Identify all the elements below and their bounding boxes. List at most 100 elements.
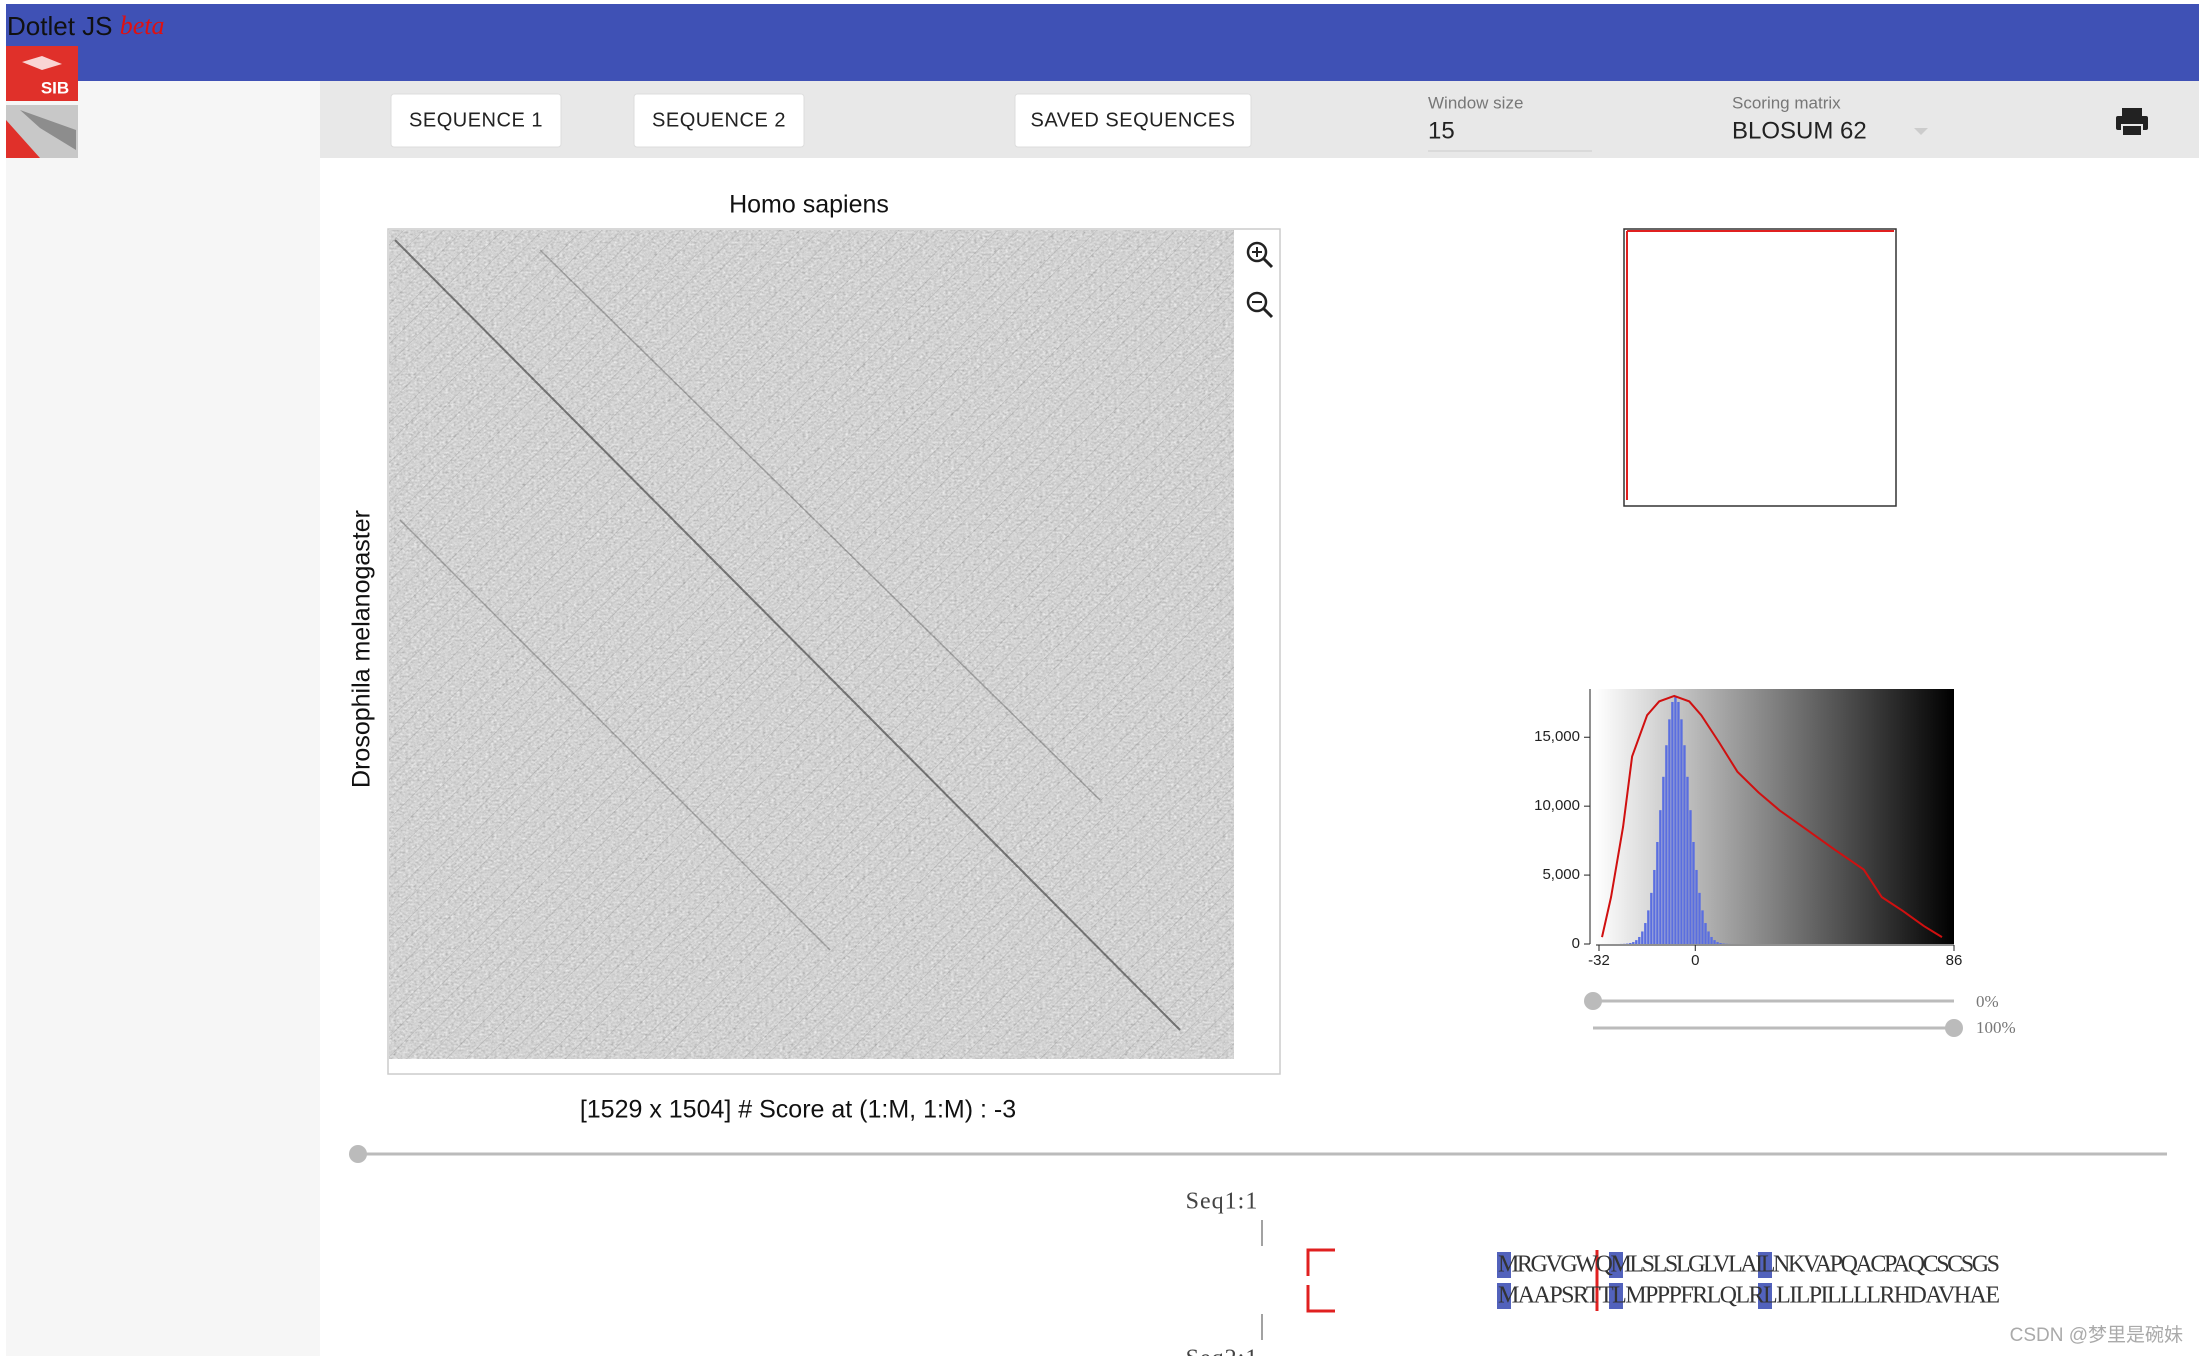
y-tick-label: 15,000 xyxy=(1534,728,1580,745)
low-slider[interactable] xyxy=(1584,992,1954,1010)
beta-badge: beta xyxy=(120,11,165,40)
histogram-bar xyxy=(1644,923,1647,944)
button-bg xyxy=(1014,93,1252,148)
seq1: MRGVGWQMLSLSLGLVLAILNKVAPQACPAQCSCSGS xyxy=(1498,1252,2000,1278)
watermark: CSDN @梦里是碗妹 xyxy=(2010,1324,2183,1346)
position-slider[interactable] xyxy=(349,1145,2167,1163)
overview[interactable] xyxy=(1623,228,1897,507)
app-title: Dotlet JS beta xyxy=(7,11,165,41)
histogram-bar xyxy=(1662,776,1665,944)
x-tick-label: 86 xyxy=(1946,952,1963,969)
histogram-bar xyxy=(1686,776,1689,944)
field-label: Scoring matrix xyxy=(1732,93,1841,112)
field-value: BLOSUM 62 xyxy=(1732,117,1867,144)
histogram-bar xyxy=(1710,936,1713,944)
match-highlight xyxy=(1758,1252,1772,1278)
toolbar xyxy=(320,81,2199,158)
histogram-bar xyxy=(1653,869,1656,944)
slider-label: 0% xyxy=(1976,992,1999,1011)
histogram-bar xyxy=(1704,923,1707,944)
logo-bg xyxy=(6,46,78,101)
histogram-bar xyxy=(1698,892,1701,944)
slider-knob xyxy=(349,1145,367,1163)
histogram-bar xyxy=(1671,701,1674,944)
button-bg xyxy=(633,93,805,148)
zoom-in-button[interactable] xyxy=(1246,241,1274,269)
histogram-bar xyxy=(1641,931,1644,944)
sequence1-button[interactable]: SEQUENCE 1 xyxy=(390,93,562,148)
sib-logo[interactable]: SIB xyxy=(6,46,78,101)
y-tick-label: 5,000 xyxy=(1542,866,1580,883)
seq2-label: Seq2:1 xyxy=(1186,1346,1259,1356)
y-tick-label: 0 xyxy=(1572,935,1580,952)
y-axis-label: Drosophila melanogaster xyxy=(348,510,376,788)
zoom-icon xyxy=(1246,241,1268,263)
sequence2-button[interactable]: SEQUENCE 2 xyxy=(633,93,805,148)
zoom-out-button[interactable] xyxy=(1246,291,1274,319)
print-button[interactable] xyxy=(2116,108,2148,137)
button-bg xyxy=(390,93,562,148)
histogram-background xyxy=(1596,689,1954,944)
histogram-bar xyxy=(1701,910,1704,944)
diagonal xyxy=(539,249,1101,801)
histogram-bar xyxy=(1650,892,1653,944)
histogram-bar xyxy=(1695,869,1698,944)
seq2: MAAPSRTTLMPPPFRLQLRLLILPILLLLRHDAVHAE xyxy=(1498,1283,2000,1309)
print-icon xyxy=(2121,124,2143,137)
x-tick-label: 0 xyxy=(1691,952,1699,969)
dropdown-arrow xyxy=(1914,128,1928,135)
main-diagonal xyxy=(394,239,1181,1031)
logo-shape xyxy=(20,110,76,150)
histogram-bar xyxy=(1668,719,1671,944)
histogram-bar xyxy=(1647,910,1650,944)
logo-text: SIB xyxy=(41,78,69,97)
x-tick-label: -32 xyxy=(1588,952,1610,969)
match-highlight xyxy=(1497,1283,1511,1309)
slider-label: 100% xyxy=(1976,1018,2016,1037)
match-highlight xyxy=(1497,1252,1511,1278)
button-label: SAVED SEQUENCES xyxy=(1031,109,1236,131)
histogram-bar xyxy=(1677,701,1680,944)
button-label: SEQUENCE 2 xyxy=(652,109,786,131)
logo-shape xyxy=(22,56,62,70)
dotplot-diagonals xyxy=(389,230,1234,1059)
print-icon xyxy=(2122,108,2142,116)
saved-sequences-button[interactable]: SAVED SEQUENCES xyxy=(1014,93,1252,148)
histogram-bar xyxy=(1692,842,1695,944)
zoom-icon xyxy=(1262,307,1274,319)
title: Dotlet JS xyxy=(7,11,113,41)
histogram-bar xyxy=(1665,745,1668,944)
dotplot-image[interactable] xyxy=(389,230,1234,1059)
histogram-bar xyxy=(1716,942,1719,944)
slider-knob xyxy=(1584,992,1602,1010)
histogram-bar xyxy=(1707,931,1710,944)
distribution-line xyxy=(1601,694,1943,938)
second-logo[interactable] xyxy=(6,105,78,158)
match-highlight xyxy=(1758,1283,1772,1309)
overview-frame xyxy=(1623,228,1897,507)
score-info: [1529 x 1504] # Score at (1:M, 1:M) : -3 xyxy=(580,1096,1016,1124)
scoring-matrix-select[interactable]: Scoring matrix BLOSUM 62 xyxy=(1732,93,1928,144)
histogram-bar xyxy=(1719,943,1722,944)
histogram-bar xyxy=(1680,719,1683,944)
window-bracket xyxy=(1306,1248,1335,1313)
zoom-icon xyxy=(1262,257,1274,269)
histogram-bar xyxy=(1635,940,1638,944)
field-value: 15 xyxy=(1428,117,1455,144)
histogram-bar xyxy=(1656,842,1659,944)
match-highlight xyxy=(1609,1283,1623,1309)
window-size-field[interactable]: Window size 15 xyxy=(1428,93,1592,152)
diagonal xyxy=(399,519,831,951)
logo-shape xyxy=(6,120,40,158)
y-tick-label: 10,000 xyxy=(1534,797,1580,814)
zoom-icon xyxy=(1246,291,1268,313)
histogram-bar xyxy=(1632,942,1635,944)
button-label: SEQUENCE 1 xyxy=(409,109,543,131)
histogram-bar xyxy=(1638,936,1641,944)
histogram-bar xyxy=(1629,943,1632,944)
slider-knob xyxy=(1945,1019,1963,1037)
match-highlight xyxy=(1609,1252,1623,1278)
seq1-label: Seq1:1 xyxy=(1186,1189,1259,1215)
high-slider[interactable] xyxy=(1593,1019,1963,1037)
